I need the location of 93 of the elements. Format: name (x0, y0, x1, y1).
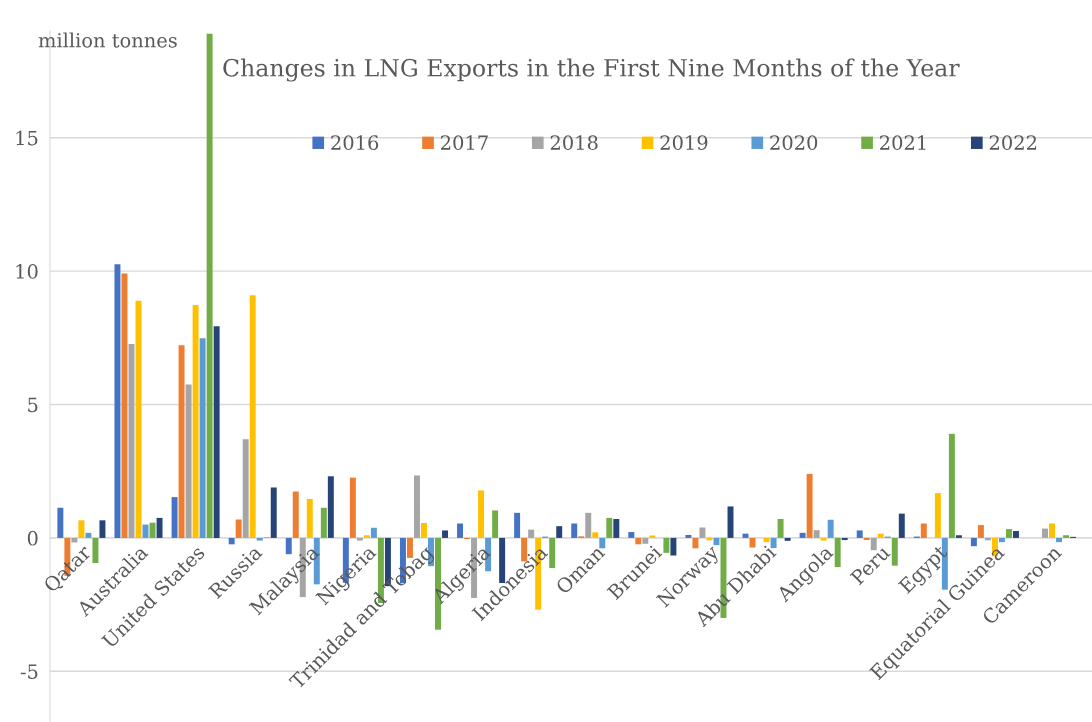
bar (699, 527, 706, 538)
bar (635, 537, 642, 545)
bar (763, 537, 770, 543)
bar (421, 522, 427, 538)
bar (249, 295, 256, 538)
bar (948, 433, 955, 538)
legend-label: 2022 (989, 135, 1037, 150)
bar (1056, 537, 1063, 543)
bar (178, 345, 185, 538)
bar (606, 517, 613, 538)
bar (270, 487, 277, 538)
bar (514, 512, 521, 538)
bar (185, 384, 192, 538)
bar (891, 537, 898, 566)
bar (320, 507, 327, 538)
bar (192, 305, 199, 538)
bar (856, 530, 863, 538)
legend-label: 2021 (880, 135, 926, 150)
bar (206, 33, 213, 538)
bar (841, 537, 848, 541)
bar (78, 520, 85, 538)
text: Changes in LNG Exports in the First Nine Months of the Year (223, 58, 960, 82)
bar (85, 532, 92, 538)
bar (585, 512, 592, 538)
bar (492, 510, 499, 538)
bar (1063, 535, 1070, 538)
y-tick-label: 0 (27, 530, 38, 546)
y-axis-title: million tonnes (38, 32, 177, 48)
bar (834, 537, 841, 567)
bar (528, 529, 535, 538)
bar (171, 497, 178, 538)
bar (1042, 528, 1048, 538)
bar (877, 533, 884, 538)
bar (292, 491, 299, 538)
bar (242, 439, 249, 538)
bar (228, 537, 235, 545)
bar (970, 537, 977, 547)
bar (235, 519, 242, 538)
legend-label: 2016 (331, 135, 379, 150)
bar (363, 535, 370, 538)
bar (1005, 529, 1012, 538)
bar (478, 490, 485, 538)
bar (955, 535, 962, 538)
bar (642, 537, 649, 544)
y-tick-label: 10 (16, 264, 38, 279)
bar (156, 517, 163, 538)
bar (599, 537, 606, 549)
bar (57, 507, 64, 538)
bar (813, 530, 820, 538)
bar (442, 530, 448, 538)
legend-label: 2019 (660, 135, 708, 150)
bar (827, 519, 834, 538)
bar (820, 537, 827, 541)
y-tick-label: -5 (20, 664, 38, 679)
bar (199, 338, 206, 538)
legend-label: 2017 (441, 135, 488, 150)
bar (356, 537, 363, 541)
y-tick-label: 15 (16, 130, 38, 146)
bar (934, 493, 941, 538)
bar (306, 498, 313, 538)
bar (799, 532, 806, 538)
bar (549, 537, 556, 569)
bar (1013, 530, 1019, 538)
bar (1049, 523, 1056, 538)
bar (370, 527, 377, 538)
bar (349, 477, 356, 538)
bar (99, 520, 106, 538)
bar (920, 523, 927, 538)
y-tick-label: 5 (28, 397, 38, 413)
bar (256, 537, 263, 541)
bar (121, 273, 128, 538)
bar (977, 525, 984, 538)
bar (413, 475, 420, 538)
bar (571, 523, 578, 538)
bar (628, 532, 635, 538)
bar (777, 518, 784, 538)
bar (149, 522, 156, 538)
bar (998, 537, 1005, 543)
bar (327, 476, 334, 538)
bar (784, 537, 791, 541)
bar (213, 326, 220, 538)
bar (898, 513, 905, 538)
bar (556, 526, 563, 538)
bar (457, 523, 464, 538)
legend-label: 2018 (550, 135, 598, 150)
bar (806, 473, 813, 538)
bar (592, 532, 599, 538)
legend-label: 2020 (770, 135, 818, 150)
bar (685, 534, 692, 538)
bar (863, 537, 870, 541)
bar (713, 537, 720, 546)
bar (613, 518, 620, 538)
bar (114, 264, 121, 538)
